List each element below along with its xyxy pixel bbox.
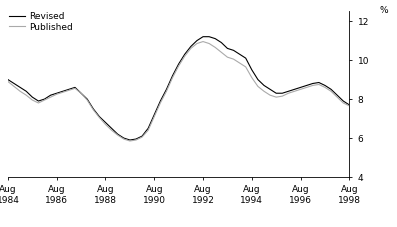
Revised (200, 35, 205, 38)
Published (6, 80, 10, 83)
Revised (127, 139, 132, 141)
Line: Revised: Revised (8, 37, 349, 140)
Revised (347, 104, 352, 106)
Published (200, 40, 205, 43)
Published (256, 85, 260, 88)
Revised (158, 100, 163, 102)
Revised (24, 90, 29, 93)
Published (18, 90, 23, 93)
Legend: Revised, Published: Revised, Published (9, 12, 73, 32)
Revised (18, 86, 23, 89)
Revised (6, 78, 10, 81)
Revised (97, 115, 102, 118)
Published (24, 94, 29, 96)
Y-axis label: %: % (379, 6, 388, 15)
Published (347, 105, 352, 107)
Revised (256, 78, 260, 81)
Published (127, 140, 132, 142)
Revised (249, 69, 254, 71)
Published (97, 116, 102, 119)
Line: Published: Published (8, 42, 349, 141)
Published (158, 102, 163, 104)
Published (249, 76, 254, 79)
